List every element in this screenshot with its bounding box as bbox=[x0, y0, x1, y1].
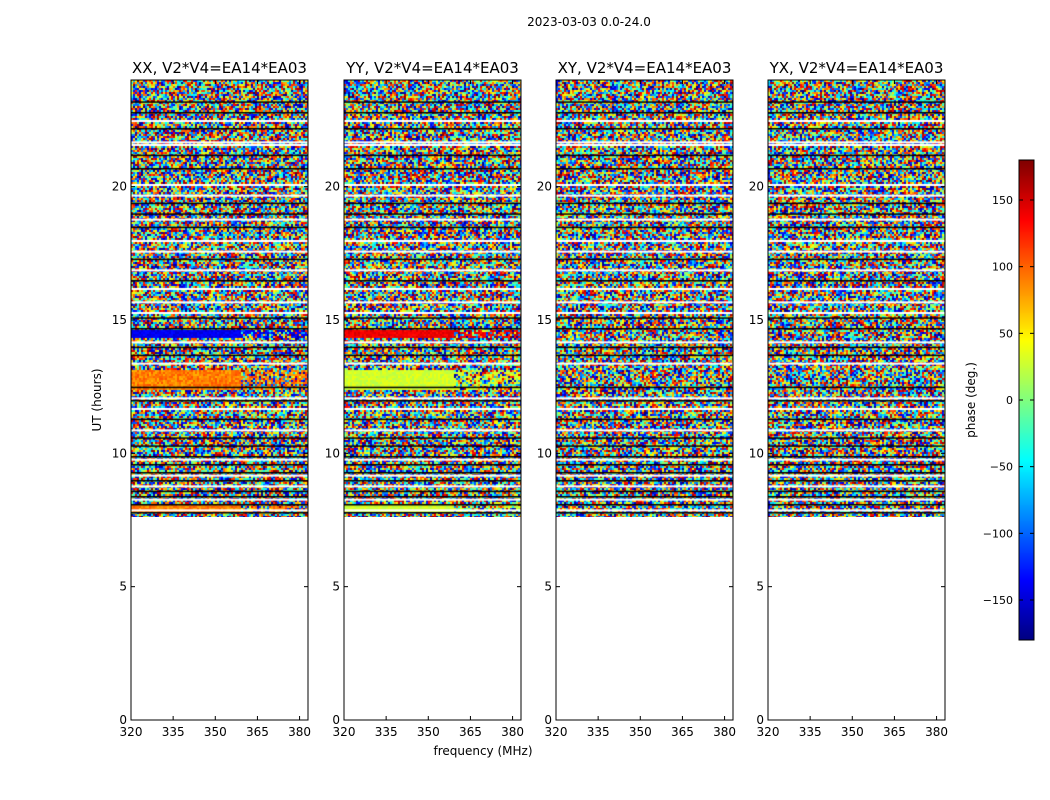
x-tick-label: 350 bbox=[417, 725, 440, 739]
x-tick-label: 380 bbox=[288, 725, 311, 739]
colorbar-gradient bbox=[1019, 160, 1034, 640]
y-tick-label: 20 bbox=[112, 180, 127, 194]
x-tick-label: 320 bbox=[545, 725, 568, 739]
y-tick-label: 0 bbox=[544, 713, 552, 727]
y-tick-label: 0 bbox=[119, 713, 127, 727]
panel-1: XX, V2*V4=EA14*EA03 320 335 350 365 380 0 5 10 15… bbox=[112, 59, 311, 739]
x-tick-label: 350 bbox=[841, 725, 864, 739]
panel-3: XY, V2*V4=EA14*EA03 320 335 350 365 380 0 5 10 15… bbox=[537, 59, 736, 739]
panel-frame bbox=[767, 79, 946, 721]
heatmap-image bbox=[768, 80, 945, 517]
y-tick-label: 10 bbox=[325, 446, 340, 460]
colorbar-tick-label: −50 bbox=[990, 461, 1013, 474]
y-tick-label: 0 bbox=[332, 713, 340, 727]
x-tick-label: 365 bbox=[671, 725, 694, 739]
y-tick-label: 5 bbox=[332, 580, 340, 594]
x-tick-label: 365 bbox=[246, 725, 269, 739]
y-axis-label: UT (hours) bbox=[90, 368, 104, 431]
panel-title: XY, V2*V4=EA14*EA03 bbox=[558, 59, 732, 77]
y-tick-label: 5 bbox=[119, 580, 127, 594]
y-tick-label: 5 bbox=[756, 580, 764, 594]
heatmap-image bbox=[344, 80, 521, 517]
y-tick-label: 0 bbox=[756, 713, 764, 727]
y-tick-label: 5 bbox=[544, 580, 552, 594]
y-tick-label: 15 bbox=[749, 313, 764, 327]
y-tick-label: 20 bbox=[325, 180, 340, 194]
y-tick-label: 10 bbox=[112, 446, 127, 460]
x-tick-label: 365 bbox=[459, 725, 482, 739]
panel-frame bbox=[343, 79, 522, 721]
y-tick-label: 15 bbox=[325, 313, 340, 327]
x-tick-label: 335 bbox=[162, 725, 185, 739]
colorbar: 150 100 50 0 −50 −100 −150 bbox=[983, 159, 1035, 641]
x-tick-label: 320 bbox=[120, 725, 143, 739]
colorbar-label: phase (deg.) bbox=[964, 362, 978, 438]
colorbar-tick-label: 100 bbox=[992, 261, 1013, 274]
x-tick-label: 365 bbox=[883, 725, 906, 739]
colorbar-tick-label: 150 bbox=[992, 194, 1013, 207]
x-tick-label: 320 bbox=[757, 725, 780, 739]
panel-title: XX, V2*V4=EA14*EA03 bbox=[132, 59, 307, 77]
heatmap-image bbox=[556, 80, 733, 517]
panel-4: YX, V2*V4=EA14*EA03 320 335 350 365 380 0 5 10 15… bbox=[749, 59, 948, 739]
panel-title: YY, V2*V4=EA14*EA03 bbox=[345, 59, 519, 77]
colorbar-tick-label: −100 bbox=[983, 527, 1013, 540]
x-tick-label: 335 bbox=[375, 725, 398, 739]
figure-title: 2023-03-03 0.0-24.0 bbox=[527, 15, 651, 29]
heatmap-image bbox=[131, 80, 308, 517]
y-tick-label: 10 bbox=[749, 446, 764, 460]
x-tick-label: 335 bbox=[587, 725, 610, 739]
y-tick-label: 10 bbox=[537, 446, 552, 460]
x-axis-label: frequency (MHz) bbox=[433, 744, 532, 758]
panel-frame bbox=[555, 79, 734, 721]
panel-title: YX, V2*V4=EA14*EA03 bbox=[769, 59, 944, 77]
x-tick-label: 350 bbox=[204, 725, 227, 739]
x-tick-label: 335 bbox=[799, 725, 822, 739]
colorbar-tick-label: 0 bbox=[1006, 394, 1013, 407]
colorbar-tick-label: −150 bbox=[983, 594, 1013, 607]
colorbar-tick-label: 50 bbox=[999, 327, 1013, 340]
panel-frame bbox=[130, 79, 309, 721]
panels: XX, V2*V4=EA14*EA03 320 335 350 365 380 0 5 10 15… bbox=[112, 59, 948, 739]
y-tick-label: 20 bbox=[749, 180, 764, 194]
y-tick-label: 20 bbox=[537, 180, 552, 194]
panel-2: YY, V2*V4=EA14*EA03 320 335 350 365 380 0 5 10 15… bbox=[325, 59, 524, 739]
x-tick-label: 320 bbox=[333, 725, 356, 739]
x-tick-label: 380 bbox=[713, 725, 736, 739]
x-tick-label: 380 bbox=[501, 725, 524, 739]
y-tick-label: 15 bbox=[537, 313, 552, 327]
x-tick-label: 380 bbox=[925, 725, 948, 739]
y-tick-label: 15 bbox=[112, 313, 127, 327]
x-tick-label: 350 bbox=[629, 725, 652, 739]
